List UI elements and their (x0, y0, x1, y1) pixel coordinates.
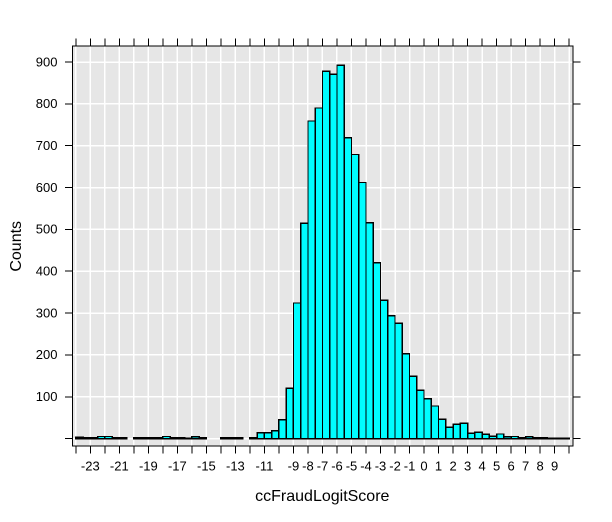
svg-text:3: 3 (464, 459, 471, 474)
svg-text:-4: -4 (360, 459, 372, 474)
svg-text:-17: -17 (168, 459, 187, 474)
svg-text:-5: -5 (346, 459, 358, 474)
svg-text:-9: -9 (288, 459, 300, 474)
svg-text:5: 5 (493, 459, 500, 474)
svg-text:-6: -6 (331, 459, 343, 474)
svg-text:ccFraudLogitScore: ccFraudLogitScore (255, 488, 389, 505)
svg-text:100: 100 (36, 389, 58, 404)
svg-text:-8: -8 (302, 459, 314, 474)
svg-text:500: 500 (36, 222, 58, 237)
svg-text:200: 200 (36, 347, 58, 362)
svg-text:1: 1 (435, 459, 442, 474)
svg-text:700: 700 (36, 138, 58, 153)
svg-text:800: 800 (36, 96, 58, 111)
svg-text:2: 2 (449, 459, 456, 474)
svg-text:-1: -1 (404, 459, 416, 474)
svg-text:-3: -3 (375, 459, 387, 474)
svg-text:9: 9 (551, 459, 558, 474)
svg-text:-19: -19 (139, 459, 158, 474)
svg-text:-2: -2 (389, 459, 401, 474)
svg-text:-15: -15 (197, 459, 216, 474)
svg-text:-23: -23 (81, 459, 100, 474)
svg-text:600: 600 (36, 180, 58, 195)
svg-text:0: 0 (420, 459, 427, 474)
svg-text:-11: -11 (256, 459, 274, 474)
svg-text:8: 8 (537, 459, 544, 474)
svg-text:-13: -13 (226, 459, 245, 474)
svg-text:900: 900 (36, 54, 58, 69)
svg-text:4: 4 (478, 459, 485, 474)
svg-text:-21: -21 (110, 459, 129, 474)
svg-text:400: 400 (36, 264, 58, 279)
svg-text:6: 6 (507, 459, 514, 474)
svg-text:-7: -7 (317, 459, 329, 474)
svg-text:Counts: Counts (8, 221, 25, 272)
svg-text:300: 300 (36, 305, 58, 320)
svg-text:7: 7 (522, 459, 529, 474)
